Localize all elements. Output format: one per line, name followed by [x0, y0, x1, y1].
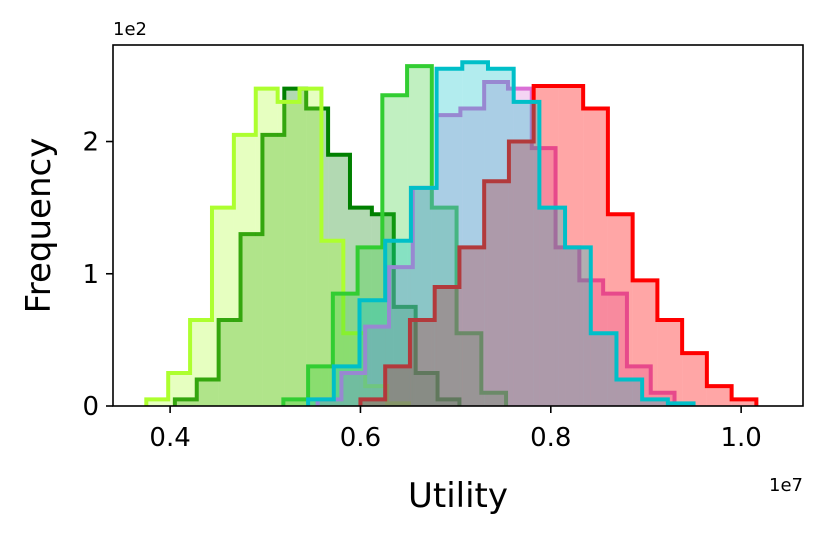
- histogram-bar: [642, 399, 668, 406]
- y-tick-label: 0: [82, 392, 99, 422]
- histogram-bar: [410, 187, 437, 406]
- histogram-bar: [332, 293, 358, 406]
- histogram-bar: [484, 82, 508, 406]
- y-axis-offset-label: 1e2: [113, 19, 147, 40]
- histogram-bar: [657, 320, 683, 406]
- histogram-bar: [436, 115, 461, 406]
- histogram-bar: [579, 280, 604, 406]
- histogram-bar: [565, 247, 591, 406]
- histogram-bar: [385, 240, 411, 406]
- x-axis-offset-label: 1e7: [769, 475, 803, 496]
- histogram-bar: [583, 108, 608, 406]
- histogram-bar: [317, 399, 342, 406]
- histogram-outline: [315, 80, 677, 406]
- histogram-bar: [555, 247, 580, 406]
- histogram-outline: [358, 83, 759, 406]
- histogram-bar: [262, 134, 285, 406]
- histogram-bar: [706, 386, 732, 406]
- histogram-bar: [590, 333, 617, 406]
- histogram-bar: [616, 379, 643, 406]
- histogram-series-5: [358, 83, 759, 406]
- histogram-bar: [508, 141, 534, 406]
- y-tick-label: 2: [82, 128, 99, 158]
- y-axis-ticks: 0 1 2: [82, 128, 113, 422]
- histogram-bar: [277, 101, 300, 406]
- histogram-bar: [436, 68, 463, 406]
- histogram-bar: [333, 366, 360, 406]
- histogram-bar: [168, 372, 191, 406]
- histogram-outline: [306, 60, 696, 406]
- histogram-bar: [484, 181, 509, 406]
- histogram-bar: [507, 88, 532, 406]
- histogram-bar: [437, 399, 460, 406]
- histogram-bar: [456, 333, 482, 406]
- y-axis-label: Frequency: [19, 138, 59, 314]
- histogram-bar: [462, 62, 488, 406]
- histogram-bar: [211, 207, 234, 406]
- histogram-bar: [283, 399, 309, 406]
- histogram-outline: [172, 86, 462, 406]
- histogram-outline: [144, 86, 411, 406]
- histogram-bar: [389, 267, 413, 406]
- histogram-bar: [255, 88, 278, 406]
- x-tick-label: 0.6: [340, 423, 381, 453]
- histogram-bars: [144, 60, 759, 406]
- histogram-bar: [365, 326, 389, 406]
- histogram-bar: [218, 320, 241, 406]
- histogram-bar: [460, 108, 485, 406]
- histogram-bar: [415, 372, 438, 406]
- histogram-bar: [360, 399, 386, 406]
- histogram-bar: [146, 399, 169, 406]
- x-tick-label: 0.4: [149, 423, 190, 453]
- histogram-bar: [412, 187, 437, 406]
- histogram-bar: [190, 320, 212, 406]
- histogram-bar: [531, 148, 556, 406]
- x-tick-label: 1.0: [720, 423, 761, 453]
- histogram-bar: [682, 353, 707, 406]
- y-tick-label: 1: [82, 260, 99, 290]
- histogram-bar: [240, 234, 263, 406]
- histogram-bar: [513, 101, 540, 406]
- histogram-bar: [459, 247, 485, 406]
- histogram-bar: [607, 214, 633, 406]
- x-tick-label: 0.8: [530, 423, 571, 453]
- histogram-bar: [308, 399, 334, 406]
- histogram-bar: [731, 399, 757, 406]
- histogram-bar: [481, 392, 507, 406]
- histogram-bar: [284, 88, 307, 406]
- plot-frame: [112, 44, 804, 407]
- histogram-bar: [487, 68, 514, 406]
- histogram-outline: [281, 64, 509, 406]
- histogram-bar: [632, 280, 658, 406]
- histogram-bar: [299, 88, 322, 406]
- histogram-bar: [371, 214, 394, 406]
- histogram-bar: [233, 134, 256, 406]
- histogram-bar: [434, 286, 460, 406]
- histogram-bar: [196, 379, 219, 406]
- histogram-series-6: [306, 60, 696, 406]
- histogram-bar: [174, 399, 197, 406]
- x-axis-label: Utility: [408, 476, 508, 516]
- histogram-bar: [409, 320, 435, 406]
- histogram-bar: [626, 366, 651, 406]
- histogram-bar: [359, 300, 386, 406]
- histogram-bar: [539, 207, 566, 406]
- histogram-bar: [385, 366, 410, 406]
- histogram-series-3: [281, 64, 509, 406]
- x-axis-ticks: 0.4 0.6 0.8 1.0: [149, 406, 762, 453]
- histogram-series-4: [315, 80, 677, 406]
